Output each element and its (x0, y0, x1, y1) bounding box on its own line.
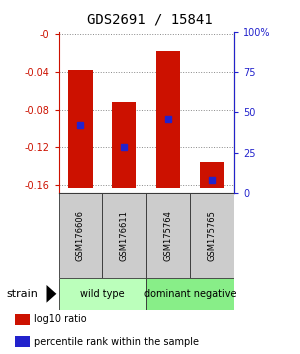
Text: GSM175765: GSM175765 (208, 210, 217, 261)
Text: GSM175764: GSM175764 (164, 210, 173, 261)
Text: GDS2691 / 15841: GDS2691 / 15841 (87, 12, 213, 27)
Bar (58, 278, 146, 310)
Text: strain: strain (6, 289, 38, 299)
Text: GSM176606: GSM176606 (76, 210, 85, 261)
Bar (102, 193, 146, 278)
Bar (15, 314, 30, 325)
Text: percentile rank within the sample: percentile rank within the sample (34, 337, 200, 347)
Text: log10 ratio: log10 ratio (34, 314, 87, 325)
Bar (58, 193, 102, 278)
Bar (200, 162, 224, 188)
Text: GSM176611: GSM176611 (120, 210, 129, 261)
Bar (68, 70, 92, 188)
Bar (146, 278, 234, 310)
Bar (156, 51, 180, 188)
Bar (190, 193, 234, 278)
Polygon shape (46, 285, 56, 303)
Bar (146, 193, 190, 278)
Bar (112, 102, 136, 188)
Text: wild type: wild type (80, 289, 125, 299)
Bar (15, 336, 30, 347)
Text: dominant negative: dominant negative (144, 289, 236, 299)
